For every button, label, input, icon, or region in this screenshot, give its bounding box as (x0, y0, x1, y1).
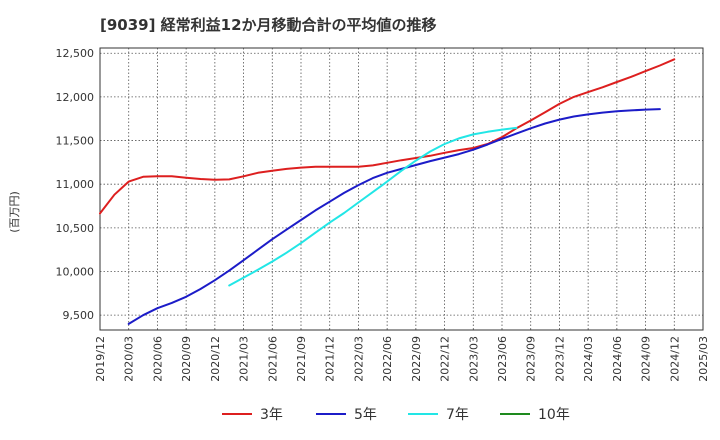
y-tick-label: 12,500 (56, 47, 95, 60)
y-tick-label: 10,500 (56, 222, 95, 235)
legend-label: 10年 (538, 407, 570, 423)
x-tick-label: 2022/09 (410, 336, 423, 382)
x-tick-label: 2024/06 (611, 336, 624, 382)
y-tick-label: 11,500 (56, 135, 95, 148)
legend-label: 5年 (354, 407, 377, 423)
x-tick-label: 2021/12 (324, 336, 337, 382)
series-line-3年 (99, 58, 676, 215)
plot-area (100, 48, 703, 330)
series-line-7年 (228, 126, 518, 287)
x-tick-label: 2023/03 (467, 336, 480, 382)
x-tick-label: 2021/09 (295, 336, 308, 382)
x-tick-label: 2022/03 (352, 336, 365, 382)
x-tick-label: 2022/12 (439, 336, 452, 382)
y-tick-label: 10,000 (56, 266, 95, 279)
x-tick-label: 2020/03 (123, 336, 136, 382)
x-tick-label: 2023/12 (553, 336, 566, 382)
y-tick-label: 9,500 (63, 309, 95, 322)
legend-label: 7年 (446, 407, 469, 423)
x-tick-label: 2025/03 (697, 336, 710, 382)
plot-frame (99, 47, 704, 331)
x-tick-label: 2019/12 (94, 336, 107, 382)
x-tick-label: 2020/06 (151, 336, 164, 382)
x-tick-label: 2024/12 (668, 336, 681, 382)
x-tick-label: 2023/06 (496, 336, 509, 382)
legend-label: 3年 (260, 407, 283, 423)
y-axis-label: (百万円) (8, 191, 21, 233)
x-tick-label: 2020/09 (180, 336, 193, 382)
y-tick-label: 12,000 (56, 91, 95, 104)
x-tick-label: 2024/03 (582, 336, 595, 382)
x-tick-label: 2022/06 (381, 336, 394, 382)
x-tick-label: 2020/12 (209, 336, 222, 382)
chart-title: [9039] 経常利益12か月移動合計の平均値の推移 (100, 16, 437, 34)
x-tick-label: 2024/09 (640, 336, 653, 382)
x-tick-label: 2023/09 (525, 336, 538, 382)
series-line-5年 (127, 108, 661, 325)
x-tick-label: 2021/06 (266, 336, 279, 382)
y-tick-label: 11,000 (56, 178, 95, 191)
x-tick-label: 2021/03 (238, 336, 251, 382)
